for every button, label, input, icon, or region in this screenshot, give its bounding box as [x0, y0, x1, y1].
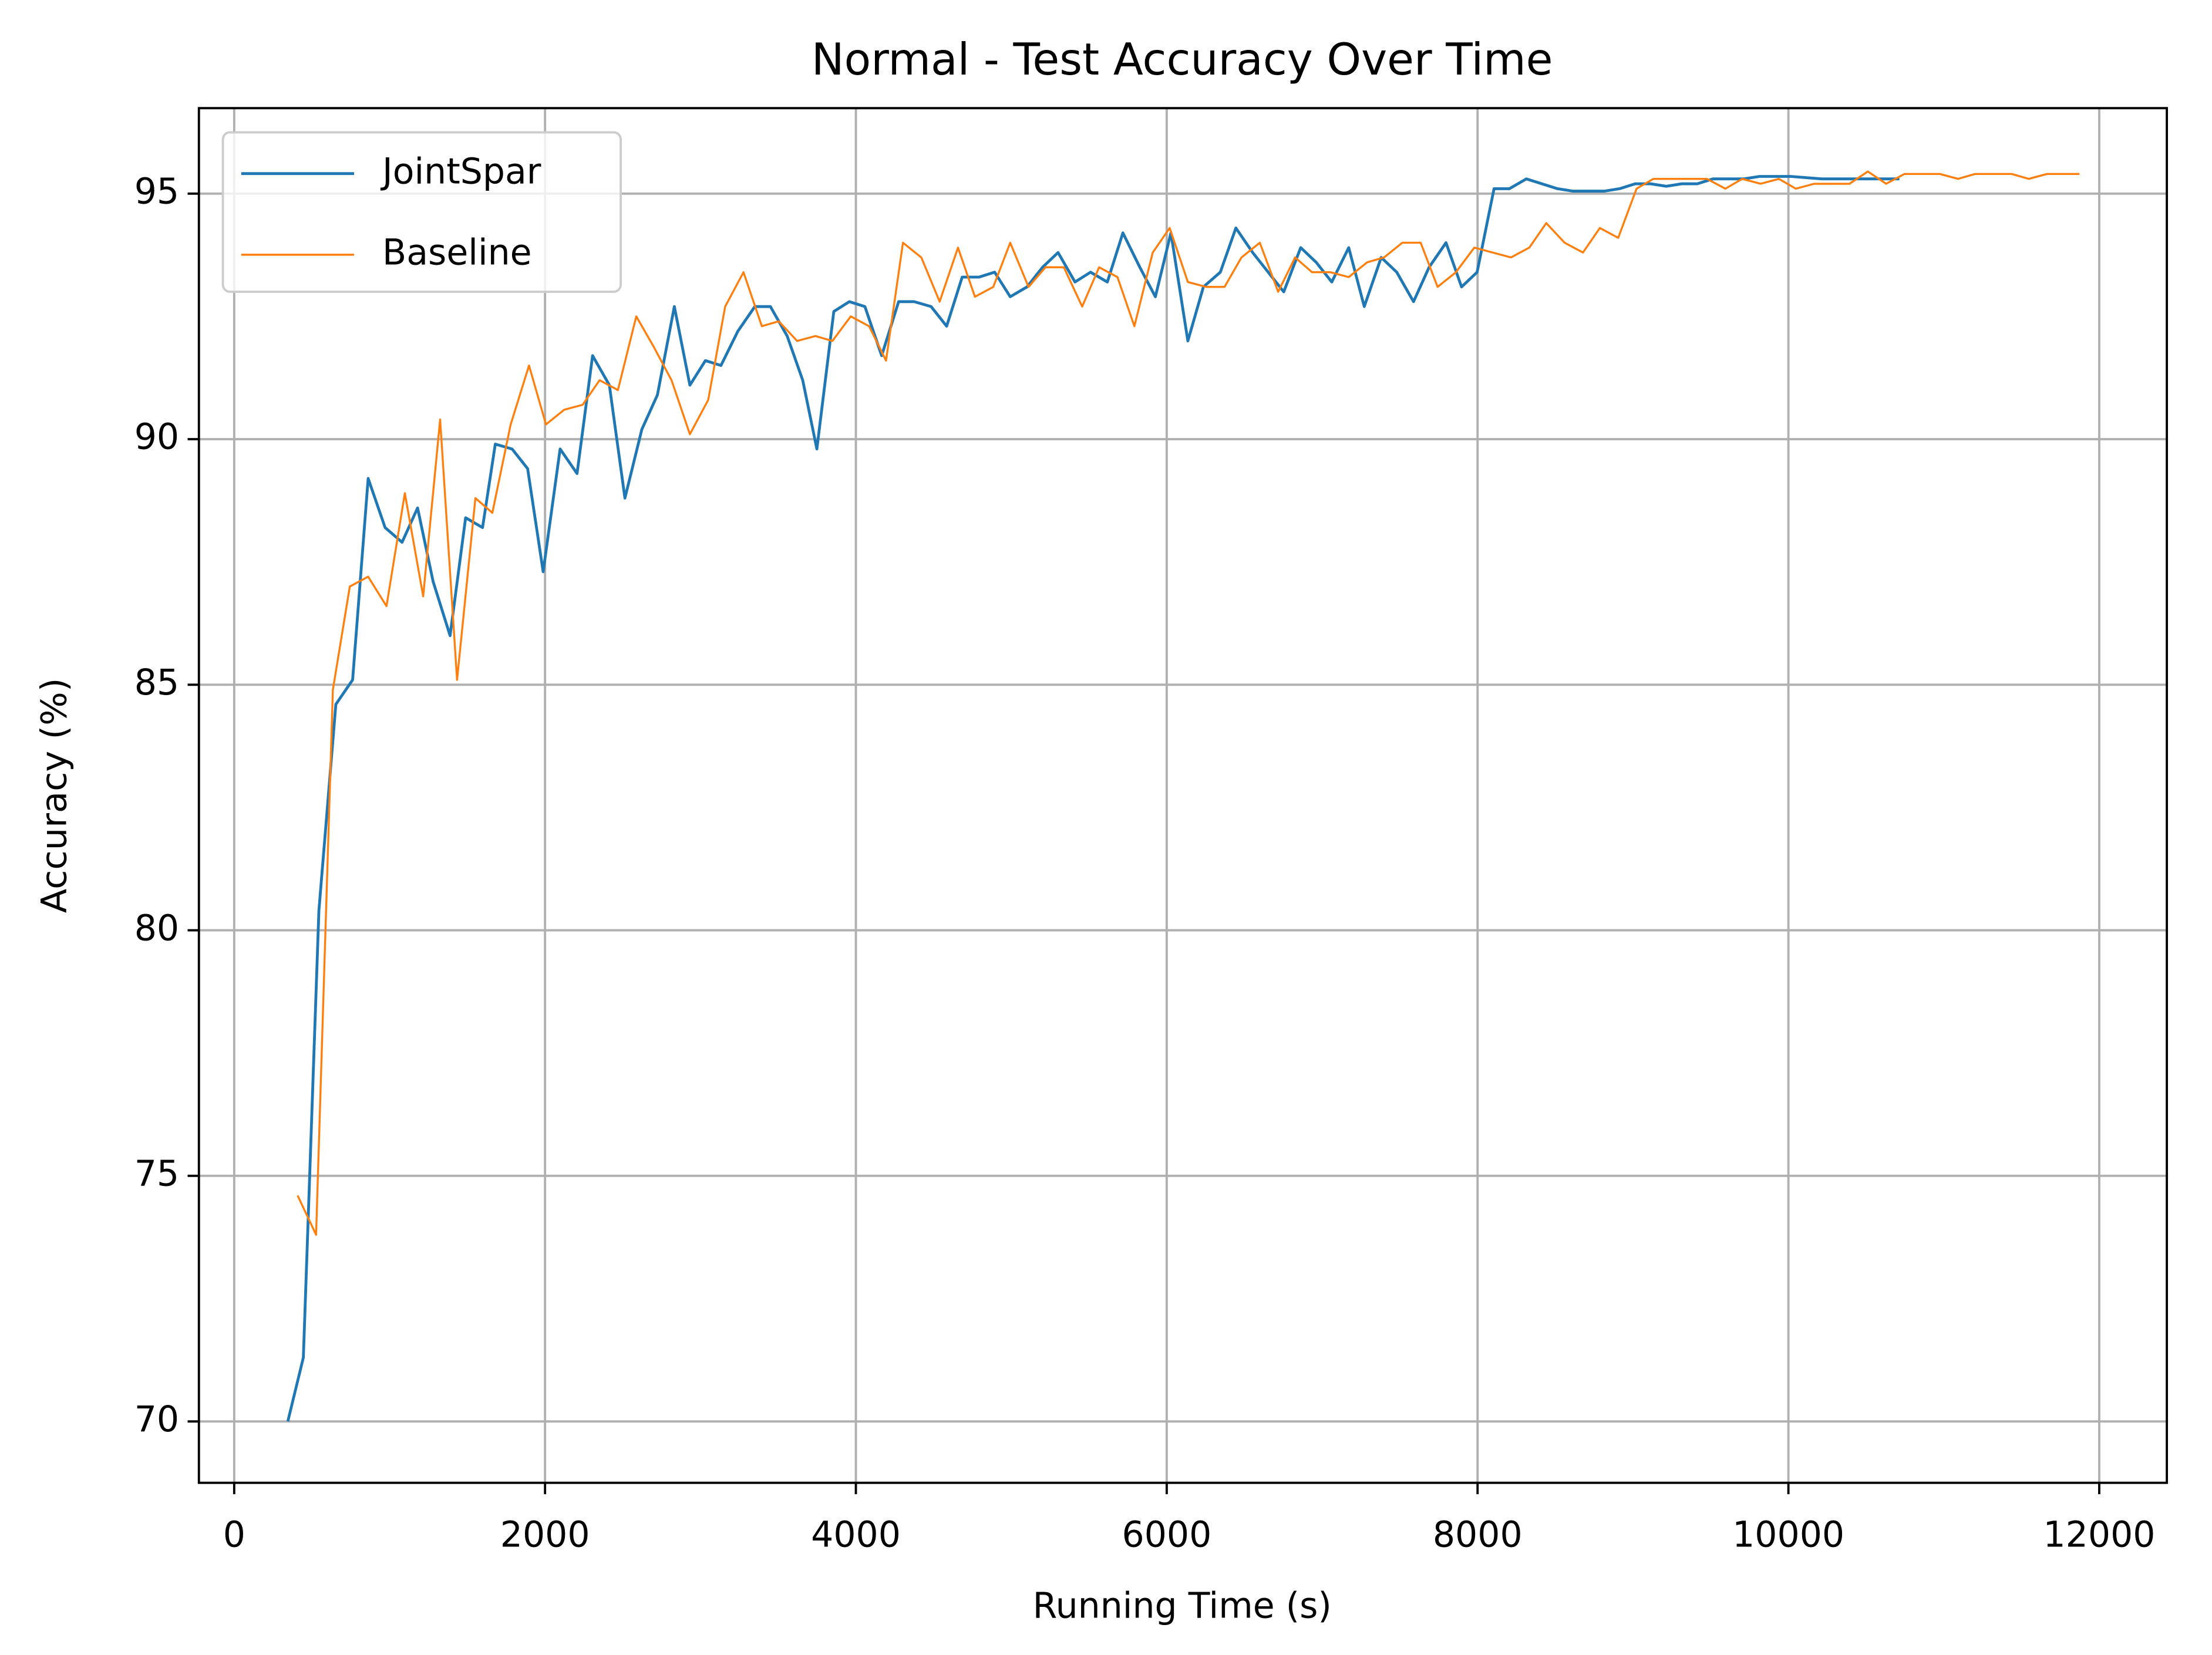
y-tick-label: 90: [134, 416, 179, 457]
plot-frame: [197, 107, 2169, 1484]
x-tick-label: 2000: [500, 1514, 590, 1555]
line: [297, 170, 2080, 1236]
x-tick-label: 8000: [1433, 1514, 1523, 1555]
x-tick-label: 6000: [1122, 1514, 1211, 1555]
x-tick-label: 10000: [1732, 1514, 1844, 1555]
x-tick-label: 4000: [811, 1514, 901, 1555]
x-axis-label: Running Time (s): [1033, 1585, 1332, 1626]
x-tick-label: 0: [223, 1514, 245, 1555]
y-tick-label: 70: [134, 1399, 179, 1440]
legend-label: JointSpar: [380, 151, 541, 192]
y-tick-label: 80: [134, 908, 179, 949]
x-tick-label: 12000: [2043, 1514, 2155, 1555]
line: [286, 175, 1900, 1422]
y-tick-label: 95: [134, 171, 179, 212]
y-axis-label: Accuracy (%): [34, 678, 75, 914]
legend-label: Baseline: [382, 232, 532, 273]
y-tick-label: 85: [134, 662, 179, 703]
chart-title: Normal - Test Accuracy Over Time: [812, 34, 1553, 85]
y-tick-label: 75: [134, 1153, 179, 1194]
